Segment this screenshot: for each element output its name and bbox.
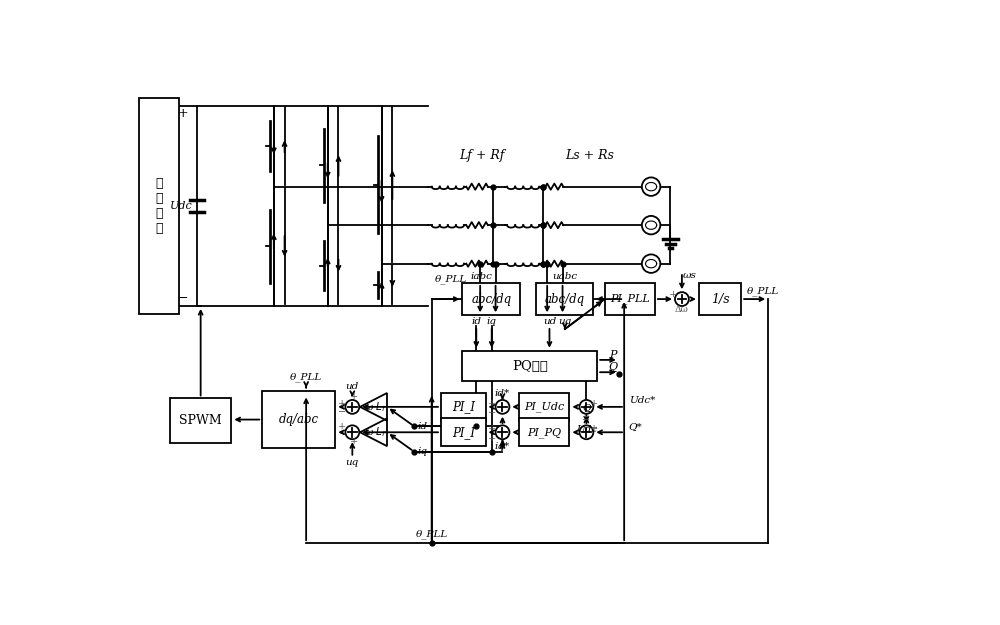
Bar	[170, 398, 231, 443]
Text: Udc*: Udc*	[629, 396, 655, 405]
Bar	[605, 283, 655, 315]
Text: ω $L_f$: ω $L_f$	[364, 400, 387, 414]
Bar	[462, 351, 597, 381]
Circle shape	[496, 426, 509, 439]
Text: θ_PLL: θ_PLL	[290, 372, 322, 382]
Text: abc/dq: abc/dq	[544, 292, 585, 306]
Text: θ_PLL: θ_PLL	[747, 286, 779, 296]
Text: PI_Udc: PI_Udc	[524, 401, 565, 412]
Text: +: +	[488, 424, 497, 433]
Text: uq: uq	[346, 458, 359, 467]
Text: ωs: ωs	[683, 271, 697, 281]
Text: θ_PLL: θ_PLL	[435, 274, 467, 284]
Text: +: +	[488, 434, 497, 443]
Text: PI_I: PI_I	[452, 401, 475, 413]
Text: Q: Q	[582, 403, 591, 412]
Text: Udc: Udc	[170, 201, 193, 211]
Text: PI_PQ: PI_PQ	[527, 427, 562, 438]
Text: −: −	[488, 409, 497, 418]
Text: id: id	[418, 422, 428, 431]
Text: P: P	[609, 349, 616, 359]
Text: Δω: Δω	[675, 306, 689, 314]
Text: Lf + Rf: Lf + Rf	[459, 149, 504, 162]
Bar	[441, 393, 486, 421]
Text: Udc: Udc	[576, 426, 597, 434]
Text: ud: ud	[543, 317, 556, 326]
Text: +: +	[669, 290, 678, 299]
Text: id: id	[471, 317, 481, 326]
Text: id*: id*	[495, 389, 510, 398]
Circle shape	[579, 400, 593, 414]
Text: +: +	[178, 107, 188, 120]
Bar	[519, 418, 569, 446]
Text: PI_PLL: PI_PLL	[610, 294, 650, 304]
Text: +: +	[488, 399, 497, 408]
Text: Q*: Q*	[629, 422, 643, 431]
Circle shape	[345, 400, 359, 414]
Text: PI_I: PI_I	[452, 426, 475, 439]
Circle shape	[642, 254, 660, 273]
Text: PQ计算: PQ计算	[512, 359, 548, 372]
Text: 光
伏
阵
列: 光 伏 阵 列	[155, 177, 163, 235]
Text: iq*: iq*	[495, 442, 510, 451]
Text: dq/abc: dq/abc	[279, 413, 319, 426]
Bar	[519, 393, 569, 421]
Text: θ_PLL: θ_PLL	[416, 529, 448, 539]
Bar	[262, 391, 335, 449]
Circle shape	[496, 400, 509, 414]
Text: ud: ud	[346, 382, 359, 391]
Circle shape	[675, 292, 689, 306]
Circle shape	[642, 177, 660, 196]
Text: Q: Q	[608, 362, 617, 372]
Text: uq: uq	[558, 317, 571, 326]
Text: iabc: iabc	[471, 272, 493, 281]
Text: iq: iq	[418, 447, 428, 456]
Text: Ls + Rs: Ls + Rs	[565, 149, 614, 162]
Bar	[139, 98, 179, 314]
Text: +: +	[590, 399, 598, 408]
Text: iq: iq	[487, 317, 497, 326]
Text: −: −	[178, 292, 188, 305]
Text: −: −	[582, 413, 590, 422]
Text: ω $L_f$: ω $L_f$	[364, 426, 387, 439]
Circle shape	[345, 426, 359, 439]
Text: SPWM: SPWM	[179, 414, 222, 428]
Bar	[699, 283, 741, 315]
Text: abc/dq: abc/dq	[471, 292, 511, 306]
Text: −: −	[582, 416, 590, 425]
Text: uabc: uabc	[552, 272, 577, 281]
Text: −: −	[338, 408, 346, 417]
Text: 1/s: 1/s	[711, 292, 729, 306]
Circle shape	[579, 426, 593, 439]
Text: +: +	[350, 437, 358, 446]
Bar	[536, 283, 593, 315]
Text: +: +	[350, 392, 358, 401]
Bar	[441, 418, 486, 446]
Bar	[462, 283, 520, 315]
Text: +: +	[590, 424, 598, 433]
Circle shape	[642, 216, 660, 234]
Text: +: +	[338, 399, 346, 408]
Text: +: +	[338, 422, 346, 431]
